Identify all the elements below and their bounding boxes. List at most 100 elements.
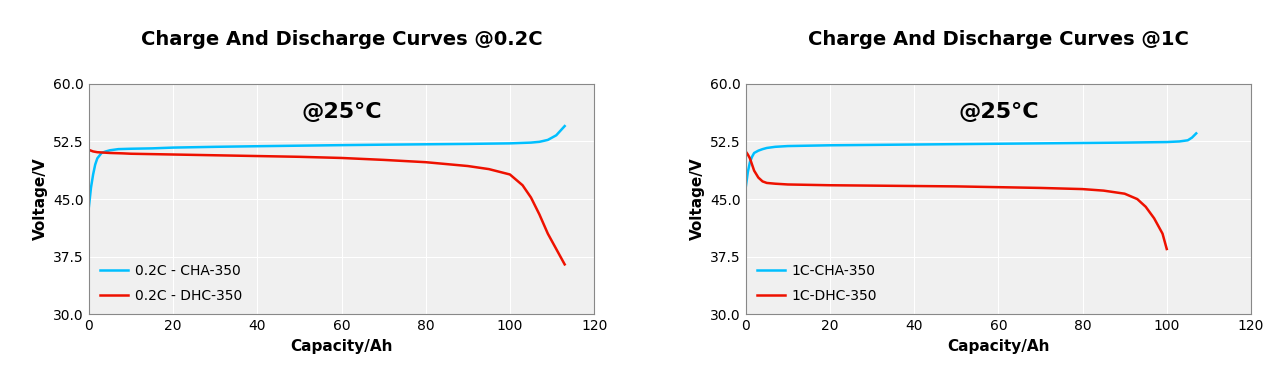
0.2C - DHC-350 bbox=[376, 158, 391, 162]
1C-CHA-350 bbox=[738, 185, 753, 190]
0.2C - CHA-350 bbox=[418, 142, 433, 147]
0.2C - DHC-350 bbox=[545, 239, 560, 243]
0.2C - CHA-350 bbox=[207, 144, 222, 149]
0.2C - CHA-350 bbox=[250, 144, 265, 149]
1C-DHC-350 bbox=[801, 182, 817, 187]
1C-CHA-350 bbox=[744, 155, 759, 159]
1C-CHA-350 bbox=[1118, 140, 1133, 145]
0.2C - CHA-350 bbox=[523, 140, 538, 145]
Title: Charge And Discharge Curves @0.2C: Charge And Discharge Curves @0.2C bbox=[141, 30, 542, 49]
1C-CHA-350 bbox=[991, 141, 1006, 146]
Line: 0.2C - DHC-350: 0.2C - DHC-350 bbox=[89, 150, 565, 264]
1C-CHA-350 bbox=[822, 143, 837, 147]
1C-DHC-350 bbox=[1154, 231, 1170, 236]
0.2C - CHA-350 bbox=[85, 172, 100, 177]
0.2C - CHA-350 bbox=[165, 145, 180, 150]
0.2C - DHC-350 bbox=[165, 152, 180, 157]
0.2C - DHC-350 bbox=[503, 172, 518, 177]
1C-CHA-350 bbox=[759, 146, 775, 150]
0.2C - CHA-350 bbox=[88, 162, 103, 167]
0.2C - DHC-350 bbox=[460, 164, 475, 168]
1C-CHA-350 bbox=[740, 170, 756, 174]
0.2C - DHC-350 bbox=[481, 167, 497, 171]
0.2C - DHC-350 bbox=[549, 247, 564, 251]
1C-DHC-350 bbox=[759, 181, 775, 185]
X-axis label: Capacity/Ah: Capacity/Ah bbox=[291, 339, 392, 354]
1C-CHA-350 bbox=[1160, 140, 1175, 144]
1C-DHC-350 bbox=[754, 179, 770, 184]
0.2C - CHA-350 bbox=[376, 142, 391, 147]
1C-CHA-350 bbox=[1172, 139, 1187, 144]
1C-DHC-350 bbox=[822, 183, 837, 187]
0.2C - DHC-350 bbox=[540, 231, 555, 236]
Y-axis label: Voltage/V: Voltage/V bbox=[33, 158, 48, 240]
1C-DHC-350 bbox=[780, 182, 795, 187]
0.2C - CHA-350 bbox=[103, 148, 118, 152]
Legend: 1C-CHA-350, 1C-DHC-350: 1C-CHA-350, 1C-DHC-350 bbox=[753, 260, 881, 307]
0.2C - DHC-350 bbox=[523, 195, 538, 200]
X-axis label: Capacity/Ah: Capacity/Ah bbox=[947, 339, 1049, 354]
1C-DHC-350 bbox=[1129, 197, 1144, 201]
0.2C - DHC-350 bbox=[250, 154, 265, 158]
0.2C - DHC-350 bbox=[514, 183, 530, 187]
1C-CHA-350 bbox=[907, 142, 922, 147]
0.2C - DHC-350 bbox=[418, 160, 433, 165]
1C-DHC-350 bbox=[949, 184, 964, 189]
0.2C - CHA-350 bbox=[145, 146, 160, 150]
1C-CHA-350 bbox=[742, 160, 757, 165]
0.2C - DHC-350 bbox=[145, 152, 160, 157]
0.2C - CHA-350 bbox=[558, 124, 573, 128]
1C-DHC-350 bbox=[991, 185, 1006, 189]
Legend: 0.2C - CHA-350, 0.2C - DHC-350: 0.2C - CHA-350, 0.2C - DHC-350 bbox=[95, 260, 246, 307]
0.2C - CHA-350 bbox=[460, 142, 475, 146]
0.2C - DHC-350 bbox=[292, 155, 307, 159]
0.2C - CHA-350 bbox=[503, 141, 518, 146]
0.2C - CHA-350 bbox=[552, 128, 568, 133]
1C-DHC-350 bbox=[1138, 205, 1153, 209]
0.2C - CHA-350 bbox=[110, 147, 126, 151]
Title: Charge And Discharge Curves @1C: Charge And Discharge Curves @1C bbox=[808, 30, 1189, 49]
1C-CHA-350 bbox=[1185, 135, 1200, 140]
0.2C - CHA-350 bbox=[532, 139, 547, 144]
1C-CHA-350 bbox=[780, 144, 795, 148]
1C-CHA-350 bbox=[1189, 131, 1204, 136]
1C-DHC-350 bbox=[1160, 247, 1175, 251]
1C-DHC-350 bbox=[740, 152, 756, 157]
1C-CHA-350 bbox=[801, 143, 817, 148]
0.2C - DHC-350 bbox=[116, 151, 131, 156]
0.2C - DHC-350 bbox=[90, 150, 105, 154]
0.2C - DHC-350 bbox=[558, 262, 573, 267]
1C-DHC-350 bbox=[747, 168, 762, 173]
0.2C - CHA-350 bbox=[90, 156, 105, 161]
1C-CHA-350 bbox=[1074, 141, 1090, 145]
Line: 1C-CHA-350: 1C-CHA-350 bbox=[745, 133, 1196, 187]
Text: @25°C: @25°C bbox=[958, 102, 1039, 122]
0.2C - DHC-350 bbox=[334, 156, 349, 160]
1C-DHC-350 bbox=[744, 162, 759, 167]
0.2C - CHA-350 bbox=[292, 143, 307, 148]
1C-DHC-350 bbox=[1096, 188, 1111, 193]
0.2C - DHC-350 bbox=[85, 149, 100, 154]
0.2C - CHA-350 bbox=[540, 138, 555, 142]
1C-CHA-350 bbox=[747, 150, 762, 155]
1C-CHA-350 bbox=[949, 142, 964, 146]
1C-CHA-350 bbox=[767, 144, 782, 149]
1C-DHC-350 bbox=[907, 184, 922, 188]
Text: @25°C: @25°C bbox=[301, 102, 382, 122]
0.2C - DHC-350 bbox=[207, 153, 222, 158]
1C-CHA-350 bbox=[751, 148, 766, 153]
0.2C - CHA-350 bbox=[549, 133, 564, 138]
Line: 0.2C - CHA-350: 0.2C - CHA-350 bbox=[89, 126, 565, 207]
0.2C - CHA-350 bbox=[84, 185, 99, 190]
0.2C - CHA-350 bbox=[123, 146, 138, 151]
0.2C - DHC-350 bbox=[552, 255, 568, 259]
1C-DHC-350 bbox=[1151, 224, 1166, 228]
1C-CHA-350 bbox=[1033, 141, 1048, 146]
0.2C - CHA-350 bbox=[334, 143, 349, 147]
1C-DHC-350 bbox=[751, 175, 766, 180]
1C-DHC-350 bbox=[1033, 186, 1048, 190]
0.2C - DHC-350 bbox=[532, 212, 547, 217]
0.2C - CHA-350 bbox=[94, 150, 109, 155]
Line: 1C-DHC-350: 1C-DHC-350 bbox=[745, 151, 1167, 249]
0.2C - DHC-350 bbox=[123, 152, 138, 156]
